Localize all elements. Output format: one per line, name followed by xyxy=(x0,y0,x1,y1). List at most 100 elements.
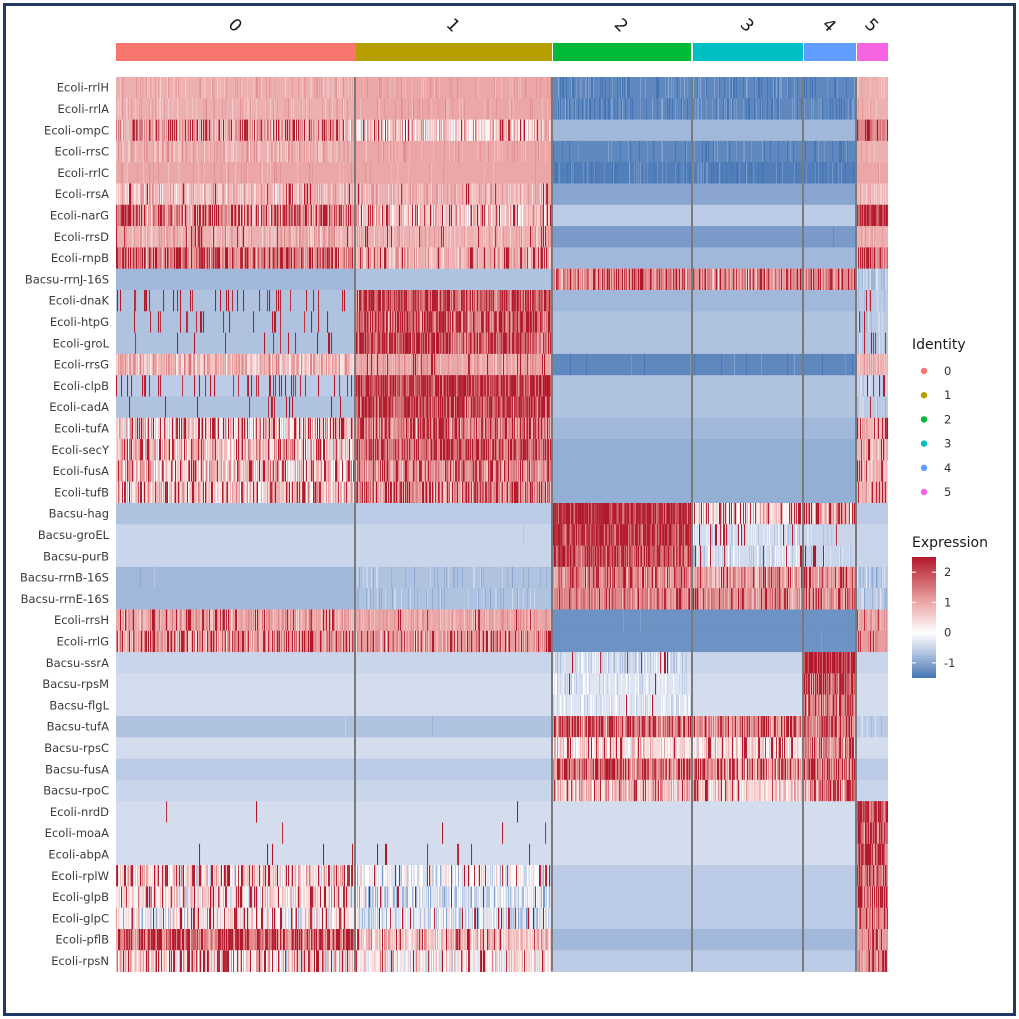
heatmap-block xyxy=(553,311,691,333)
heatmap-cell xyxy=(483,204,485,227)
heatmap-cell xyxy=(276,162,278,184)
heatmap-cell xyxy=(164,98,166,120)
heatmap-cell xyxy=(371,353,373,376)
heatmap-cell xyxy=(243,247,245,270)
heatmap-cell xyxy=(196,439,198,461)
heatmap-cell xyxy=(820,268,822,291)
heatmap-cell xyxy=(754,77,756,99)
heatmap-cell xyxy=(316,439,318,461)
heatmap-cell xyxy=(559,268,561,291)
heatmap-cell xyxy=(411,183,413,206)
heatmap-cell xyxy=(311,226,313,248)
heatmap-cell xyxy=(451,204,453,227)
heatmap-cell xyxy=(187,460,189,483)
heatmap-cell xyxy=(460,460,462,483)
heatmap-cell xyxy=(197,439,199,461)
heatmap-cell xyxy=(121,119,123,142)
heatmap-cell xyxy=(379,226,381,248)
heatmap-cell xyxy=(549,311,551,333)
heatmap-cell xyxy=(712,268,714,291)
heatmap-cell xyxy=(367,439,369,461)
heatmap-cell xyxy=(484,290,486,312)
heatmap-cell xyxy=(469,311,471,333)
heatmap-cell xyxy=(877,204,879,227)
heatmap-cell xyxy=(379,332,381,355)
heatmap-cell xyxy=(153,119,155,142)
heatmap-cell xyxy=(421,311,423,333)
heatmap-cell xyxy=(304,311,306,333)
heatmap-cell xyxy=(521,247,523,270)
heatmap-cell xyxy=(209,119,211,142)
heatmap-cell xyxy=(357,332,359,355)
heatmap-cell xyxy=(249,417,251,440)
heatmap-cell xyxy=(473,247,475,270)
heatmap-cell xyxy=(217,77,219,99)
heatmap-cell xyxy=(542,290,544,312)
heatmap-cell xyxy=(528,332,530,355)
heatmap-cell xyxy=(535,353,537,376)
heatmap-cell xyxy=(516,396,518,419)
heatmap-cell xyxy=(839,98,841,120)
heatmap-cell xyxy=(402,290,404,312)
heatmap-cell xyxy=(510,183,512,206)
heatmap-cell xyxy=(183,460,185,483)
heatmap-cell xyxy=(363,375,365,397)
heatmap-cell xyxy=(337,460,339,483)
heatmap-cell xyxy=(545,140,547,163)
heatmap-cell xyxy=(298,183,300,206)
heatmap-cell xyxy=(382,140,384,163)
heatmap-cell xyxy=(287,119,289,142)
heatmap-cell xyxy=(450,332,452,355)
heatmap-cell xyxy=(136,77,138,99)
heatmap-cell xyxy=(425,204,427,227)
heatmap-cell xyxy=(183,226,185,248)
heatmap-cell xyxy=(358,311,360,333)
heatmap-cell xyxy=(881,183,883,206)
heatmap-cell xyxy=(166,119,168,142)
heatmap-cell xyxy=(465,439,467,461)
heatmap-cell xyxy=(184,439,186,461)
heatmap-cell xyxy=(640,77,642,99)
heatmap-cell xyxy=(254,204,256,227)
heatmap-cell xyxy=(531,311,533,333)
heatmap-cell xyxy=(804,98,806,120)
heatmap-cell xyxy=(525,290,527,312)
heatmap-cell xyxy=(275,204,277,227)
heatmap-cell xyxy=(421,332,423,355)
heatmap-cell xyxy=(733,77,735,99)
heatmap-cell xyxy=(455,247,457,270)
heatmap-cell xyxy=(382,77,384,99)
heatmap-cell xyxy=(657,77,659,99)
heatmap-cell xyxy=(254,140,256,163)
heatmap-cell xyxy=(862,183,864,206)
heatmap-cell xyxy=(288,460,290,483)
heatmap-cell xyxy=(862,439,864,461)
heatmap-cell xyxy=(129,247,131,270)
heatmap-cell xyxy=(873,268,875,291)
heatmap-cell xyxy=(223,183,225,206)
heatmap-cell xyxy=(297,204,299,227)
heatmap-cell xyxy=(371,311,373,333)
heatmap-cell xyxy=(843,140,845,163)
heatmap-cell xyxy=(133,204,135,227)
heatmap-cell xyxy=(782,268,784,291)
heatmap-cell xyxy=(494,119,496,142)
heatmap-cell xyxy=(237,417,239,440)
heatmap-cell xyxy=(443,332,445,355)
heatmap-cell xyxy=(350,119,352,142)
heatmap-cell xyxy=(886,439,888,461)
heatmap-block xyxy=(804,77,856,99)
heatmap-cell xyxy=(165,417,167,440)
heatmap-cell xyxy=(245,417,247,440)
heatmap-cell xyxy=(421,417,423,440)
heatmap-cell xyxy=(430,460,432,483)
heatmap-cell xyxy=(288,140,290,163)
heatmap-row-Ecoli-rrlH xyxy=(116,77,888,99)
heatmap-cell xyxy=(568,268,570,291)
heatmap-cell xyxy=(276,417,278,440)
heatmap-cell xyxy=(247,183,249,206)
heatmap-cell xyxy=(525,375,527,397)
heatmap-cell xyxy=(214,417,216,440)
heatmap-cell xyxy=(590,77,592,99)
heatmap-cell xyxy=(481,311,483,333)
